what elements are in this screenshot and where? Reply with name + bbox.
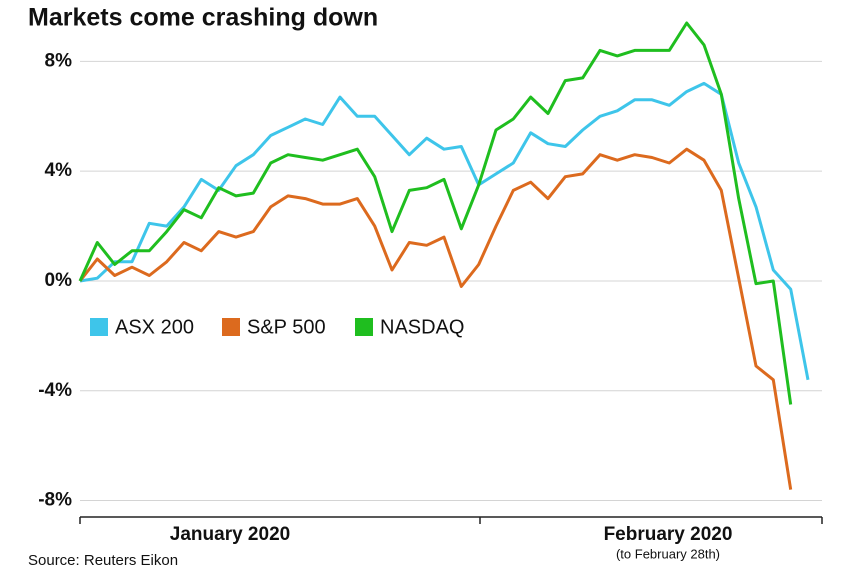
legend-swatch <box>90 318 108 336</box>
chart-title: Markets come crashing down <box>28 4 378 32</box>
legend-label: NASDAQ <box>380 316 464 338</box>
x-axis-label: January 2020 <box>170 524 290 545</box>
legend-swatch <box>222 318 240 336</box>
line <box>78 21 793 405</box>
y-tick-label: -4% <box>38 380 72 401</box>
legend-swatch <box>355 318 373 336</box>
y-tick-label: 0% <box>45 270 73 291</box>
source: Source: Reuters Eikon <box>28 552 178 569</box>
x-axis-label: February 2020 <box>604 524 733 545</box>
legend-label: S&P 500 <box>247 316 326 338</box>
legend-label: ASX 200 <box>115 316 194 338</box>
x-axis-note: (to February 28th) <box>616 546 720 561</box>
y-tick-label: 4% <box>45 160 73 181</box>
line <box>79 81 810 381</box>
y-tick-label: -8% <box>38 490 72 511</box>
y-tick-label: 8% <box>45 50 73 71</box>
line <box>78 147 793 490</box>
